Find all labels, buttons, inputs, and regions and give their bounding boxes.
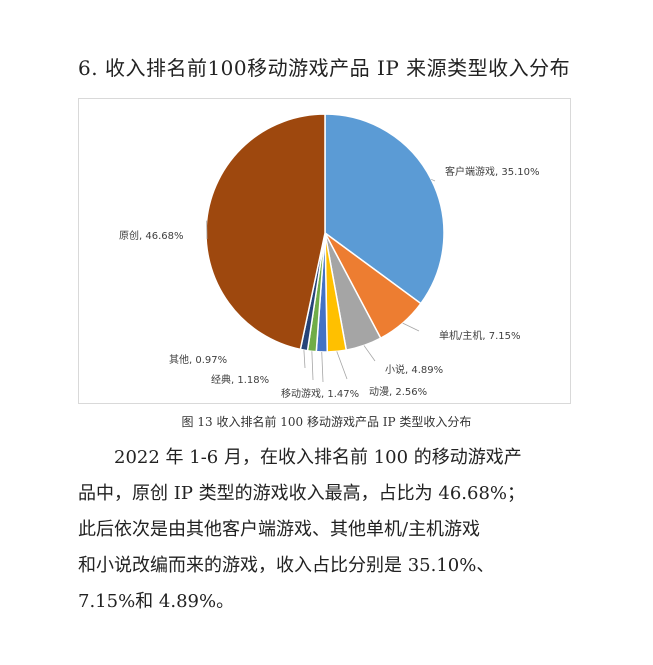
paragraph-line: 此后依次是由其他客户端游戏、其他单机/主机游戏 <box>78 519 481 540</box>
paragraph-line: 2022 年 1-6 月，在收入排名前 100 的移动游戏产 <box>114 447 522 468</box>
paragraph-line: 7.15%和 4.89%。 <box>78 591 235 612</box>
page-heading: 6. 收入排名前100移动游戏产品 IP 来源类型收入分布 <box>78 56 571 80</box>
slice-label-3: 动漫, 2.56% <box>369 386 427 398</box>
pie-chart: 客户端游戏, 35.10% 单机/主机, 7.15% 小说, 4.89% 动漫, 2.… <box>119 113 540 400</box>
slice-label-4: 移动游戏, 1.47% <box>281 387 359 400</box>
pie-slice-0 <box>324 113 445 305</box>
slice-label-6: 其他, 0.97% <box>169 353 227 366</box>
figure-caption: 图 13 收入排名前 100 移动游戏产品 IP 类型收入分布 <box>181 415 472 429</box>
slice-label-2: 小说, 4.89% <box>385 363 443 376</box>
leader-line-0 <box>431 178 436 182</box>
leader-line-6 <box>303 350 306 369</box>
body-paragraph: 2022 年 1-6 月，在收入排名前 100 的移动游戏产 品中，原创 IP … <box>78 440 598 620</box>
pie-slice-7 <box>205 113 326 351</box>
paragraph-line: 品中，原创 IP 类型的游戏收入最高，占比为 46.68%； <box>78 483 526 504</box>
leader-line-5 <box>311 351 314 381</box>
leader-line-3 <box>336 351 348 380</box>
slice-label-0: 客户端游戏, 35.10% <box>445 165 540 178</box>
leader-line-2 <box>363 345 376 362</box>
slice-label-5: 经典, 1.18% <box>211 373 269 386</box>
slice-label-1: 单机/主机, 7.15% <box>439 329 521 342</box>
leader-line-4 <box>321 351 324 383</box>
pie-chart-frame: 客户端游戏, 35.10% 单机/主机, 7.15% 小说, 4.89% 动漫, 2.… <box>78 98 571 404</box>
paragraph-line: 和小说改编而来的游戏，收入占比分别是 35.10%、 <box>78 555 495 576</box>
leader-line-1 <box>402 322 420 332</box>
slice-label-7: 原创, 46.68% <box>119 229 184 242</box>
